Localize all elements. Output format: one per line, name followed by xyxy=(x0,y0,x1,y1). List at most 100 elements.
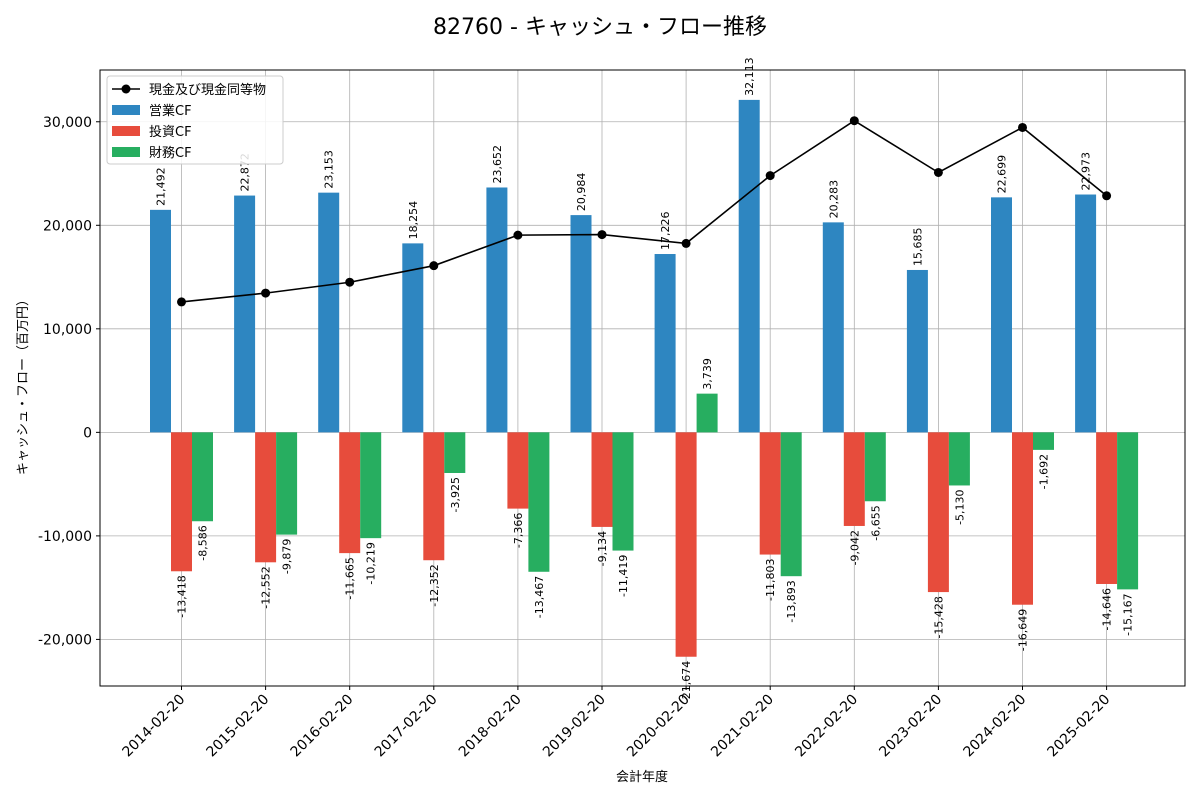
bar-営業CF xyxy=(486,187,508,433)
legend-swatch xyxy=(112,126,140,136)
y-tick-label: -10,000 xyxy=(38,529,92,545)
x-tick-label: 2018-02-20 xyxy=(456,692,525,761)
data-label-投資CF: -12,352 xyxy=(428,564,441,606)
bar-財務CF xyxy=(612,432,634,551)
bar-財務CF xyxy=(948,432,970,486)
bar-営業CF xyxy=(991,197,1012,433)
plot-frame xyxy=(99,69,1186,687)
x-tick-label: 2022-02-20 xyxy=(792,692,861,761)
data-label-投資CF: -11,803 xyxy=(764,559,777,601)
data-label-投資CF: -16,649 xyxy=(1017,609,1030,651)
bar-財務CF xyxy=(864,432,886,502)
cash-point xyxy=(681,238,691,248)
cash-line xyxy=(181,119,1108,303)
data-label-財務CF: -13,893 xyxy=(785,580,798,622)
bar-投資CF xyxy=(1096,432,1118,584)
cash-point xyxy=(345,277,355,287)
data-label-営業CF: 18,254 xyxy=(407,201,420,240)
data-label-財務CF: -11,419 xyxy=(617,555,630,597)
data-label-投資CF: -12,552 xyxy=(260,566,273,608)
bar-投資CF xyxy=(759,432,781,555)
data-label-投資CF: -7,366 xyxy=(512,513,525,548)
bar-投資CF xyxy=(591,432,613,527)
data-labels-layer: 21,492 22,872 23,15318,25423,65220,98417,2… xyxy=(155,57,1135,703)
x-tick-label: 2023-02-20 xyxy=(876,692,945,761)
bar-財務CF xyxy=(444,432,466,473)
cash-point xyxy=(849,116,859,126)
chart-title: 82760 - キャッシュ・フロー推移 xyxy=(433,15,767,40)
data-label-財務CF: -15,167 xyxy=(1122,593,1135,635)
bar-投資CF xyxy=(339,432,361,554)
data-label-投資CF: -11,665 xyxy=(344,557,357,599)
data-label-財務CF: -6,655 xyxy=(869,505,882,540)
x-axis-label: 会計年度 xyxy=(616,769,668,785)
bar-営業CF xyxy=(822,222,844,433)
y-tick-label: 20,000 xyxy=(43,218,92,234)
data-label-財務CF: -1,692 xyxy=(1038,454,1051,489)
legend-marker xyxy=(121,84,131,94)
y-tick-label: 30,000 xyxy=(43,115,92,131)
legend-swatch xyxy=(112,147,140,157)
legend-label: 投資CF xyxy=(149,124,192,140)
bar-財務CF xyxy=(696,393,718,433)
cash-point xyxy=(1018,122,1027,132)
bar-投資CF xyxy=(507,432,529,509)
bar-投資CF xyxy=(423,432,445,561)
bar-財務CF xyxy=(360,432,382,539)
bar-財務CF xyxy=(780,432,802,577)
bar-投資CF xyxy=(171,432,192,572)
x-tick-label: 2025-02-20 xyxy=(1045,692,1114,761)
data-label-投資CF: -9,134 xyxy=(596,531,609,566)
data-label-営業CF: 32,113 xyxy=(743,57,756,96)
data-label-営業CF: 21,492 xyxy=(155,167,168,206)
cash-point xyxy=(933,167,943,177)
bar-営業CF xyxy=(150,209,171,433)
cash-point xyxy=(765,171,775,181)
bar-営業CF xyxy=(738,99,760,433)
bar-営業CF xyxy=(318,192,340,433)
x-tick-label: 2019-02-20 xyxy=(540,692,609,761)
data-label-営業CF: 15,685 xyxy=(911,227,924,266)
data-label-投資CF: -9,042 xyxy=(848,530,861,565)
data-label-財務CF: -8,586 xyxy=(197,525,210,560)
bar-投資CF xyxy=(843,432,865,526)
x-tick-label: 2020-02-20 xyxy=(624,692,693,761)
bar-営業CF xyxy=(234,195,256,433)
data-label-投資CF: -14,646 xyxy=(1101,588,1114,630)
data-label-財務CF: -9,879 xyxy=(281,539,294,574)
bar-営業CF xyxy=(654,254,676,433)
x-tick-label: 2021-02-20 xyxy=(708,692,777,761)
bar-財務CF xyxy=(276,432,298,535)
y-tick-label: 0 xyxy=(83,425,92,441)
bars-layer xyxy=(150,99,1139,657)
bar-営業CF xyxy=(906,269,928,433)
data-label-営業CF: 22,973 xyxy=(1080,152,1093,191)
data-label-投資CF: -15,428 xyxy=(932,596,945,638)
x-tick-label: 2015-02-20 xyxy=(204,692,273,761)
bar-営業CF xyxy=(1075,194,1097,433)
bar-投資CF xyxy=(927,432,949,593)
bar-投資CF xyxy=(675,432,697,657)
data-label-営業CF: 20,984 xyxy=(575,173,588,212)
cash-point xyxy=(513,230,523,240)
cash-point xyxy=(597,230,607,240)
legend-swatch xyxy=(112,105,140,115)
bar-財務CF xyxy=(528,432,550,572)
data-label-投資CF: -21,674 xyxy=(680,661,693,703)
cash-line-layer xyxy=(177,116,1112,307)
bar-投資CF xyxy=(1012,432,1033,605)
x-tick-label: 2017-02-20 xyxy=(372,692,441,761)
data-label-投資CF: -13,418 xyxy=(176,575,189,617)
bar-財務CF xyxy=(192,432,213,522)
legend-label: 営業CF xyxy=(149,103,192,119)
data-label-財務CF: 3,739 xyxy=(701,358,714,390)
bar-営業CF xyxy=(402,243,424,433)
data-label-財務CF: -10,219 xyxy=(365,542,378,584)
cash-point xyxy=(1102,191,1112,201)
data-label-営業CF: 20,283 xyxy=(827,180,840,219)
data-label-営業CF: 23,153 xyxy=(323,150,336,189)
cash-point xyxy=(261,288,271,298)
x-tick-label: 2014-02-20 xyxy=(119,692,188,761)
